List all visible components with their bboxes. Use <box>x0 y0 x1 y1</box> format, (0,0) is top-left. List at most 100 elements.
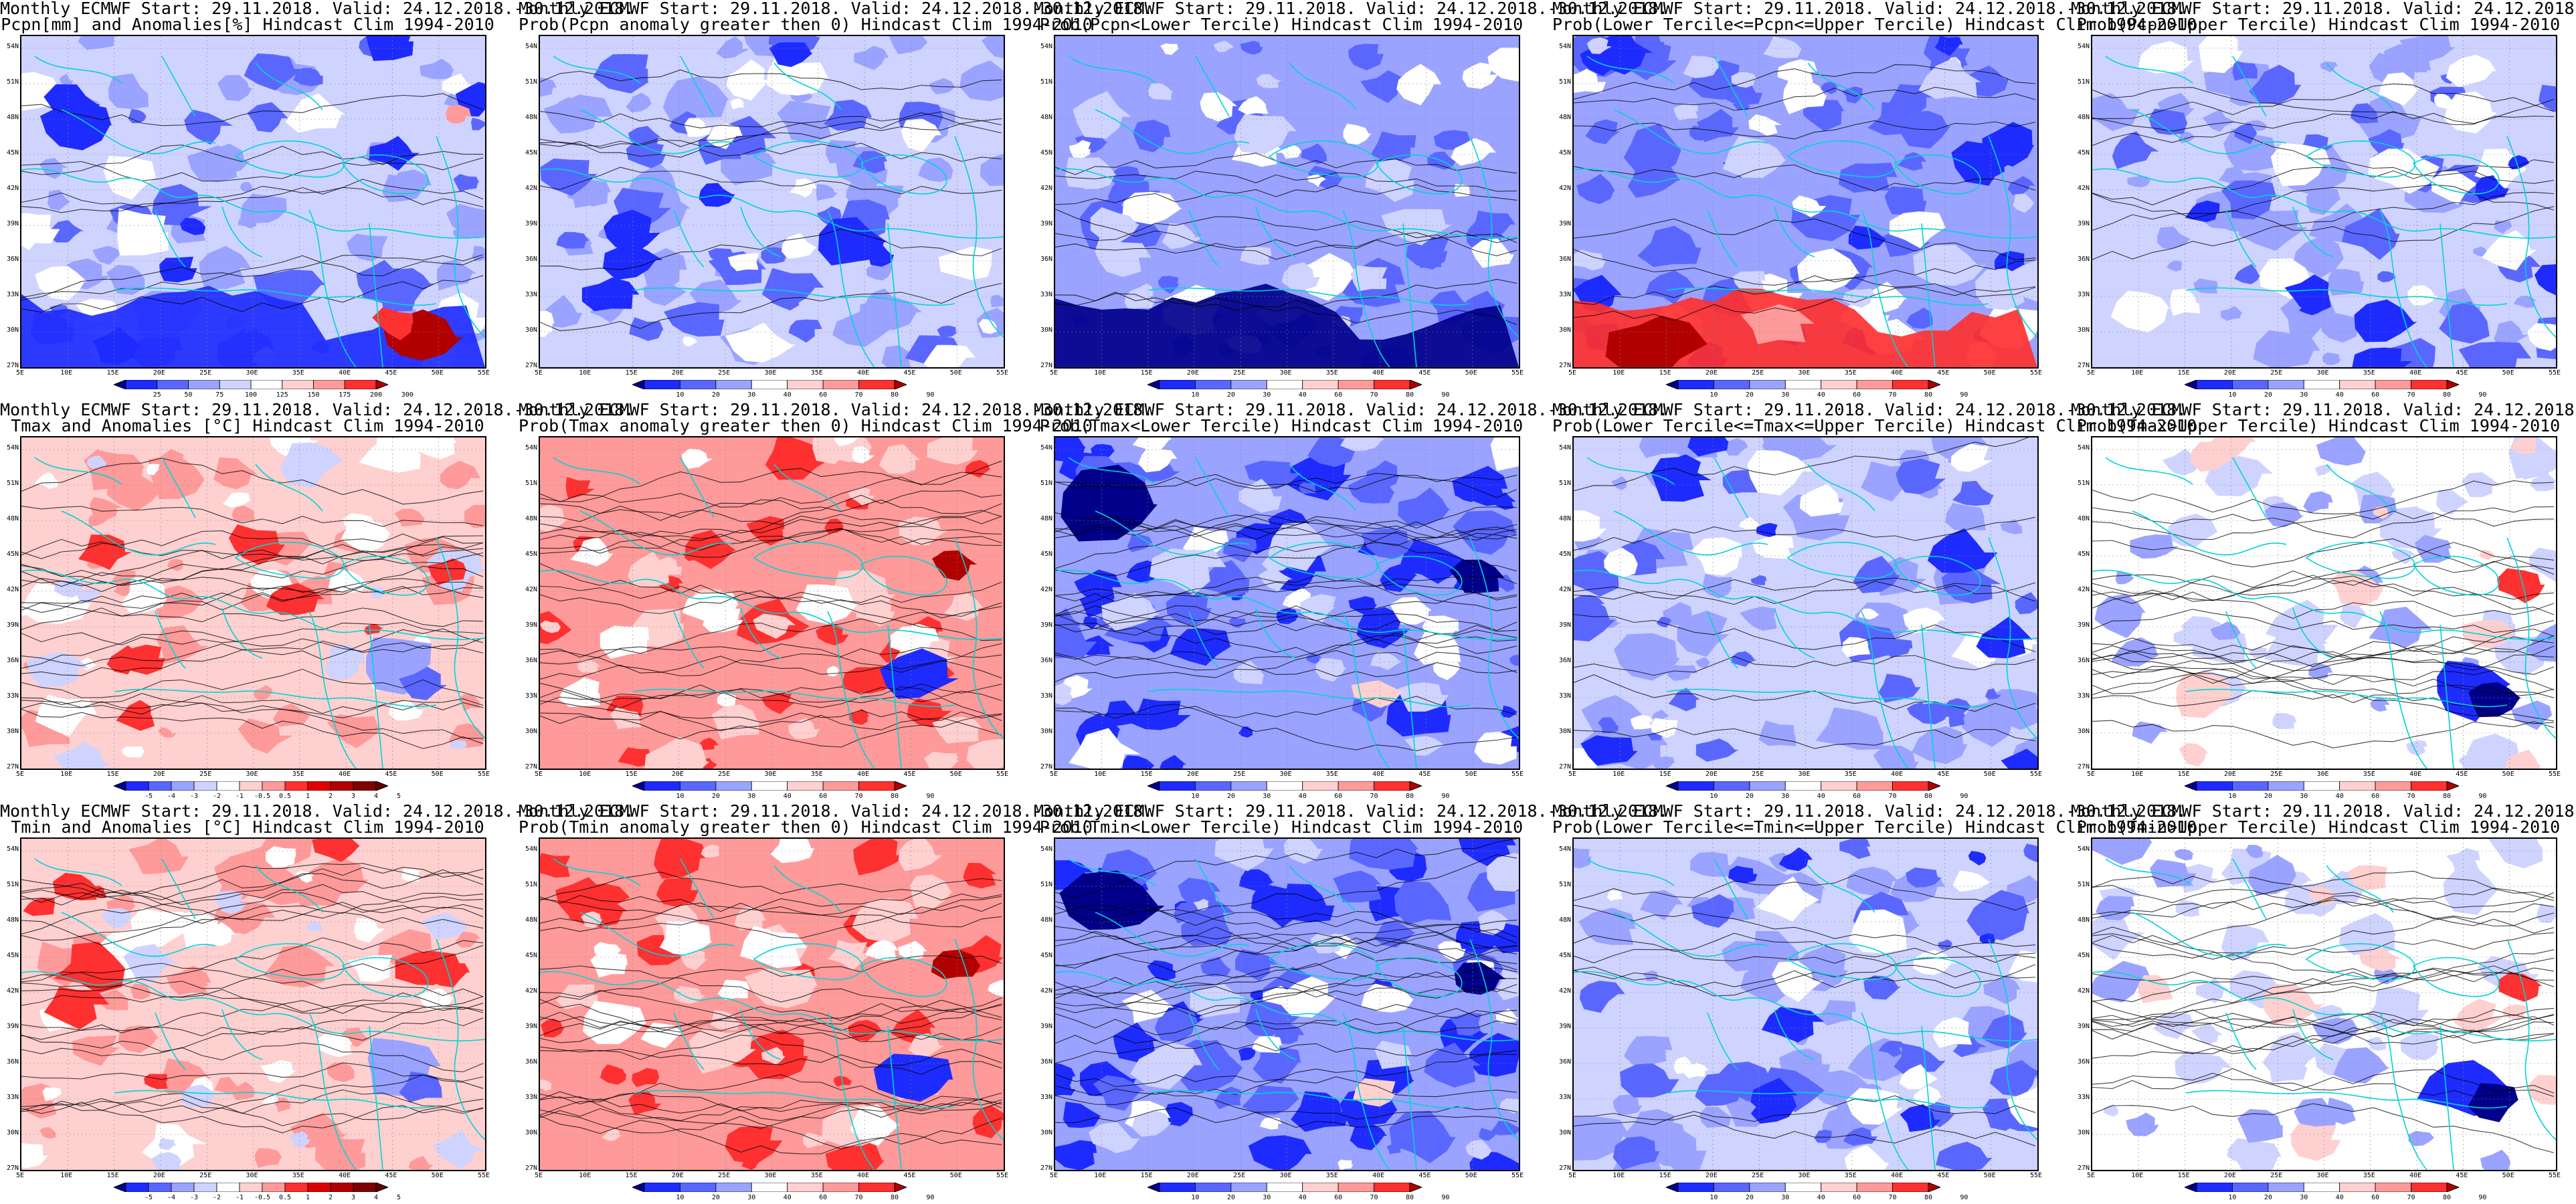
coastline <box>1921 624 1936 769</box>
contour-line <box>2092 184 2555 231</box>
latitude-label: 36N <box>6 256 19 263</box>
shaded-area <box>187 145 238 183</box>
shaded-area <box>825 1138 885 1170</box>
contour-line <box>1055 926 1517 965</box>
contour-line <box>1055 216 1517 256</box>
latitude-label: 42N <box>6 987 19 995</box>
coastline <box>540 168 1004 239</box>
longitude-label: 10E <box>579 369 591 377</box>
contour-line <box>21 1005 484 1040</box>
shaded-area <box>725 1126 783 1165</box>
coastline <box>753 542 863 579</box>
map-panel: Monthly ECMWF Start: 29.11.2018. Valid: … <box>2071 0 2576 401</box>
coastline <box>1774 1009 1815 1060</box>
colorbar-swatch <box>2232 1183 2269 1192</box>
contour-line <box>2092 949 2555 986</box>
coastline <box>2412 154 2500 195</box>
latitude-label: 36N <box>6 657 19 664</box>
shaded-area <box>1763 36 1802 59</box>
latitude-label: 54N <box>6 43 19 50</box>
contour-line <box>2092 967 2555 1021</box>
colorbar-swatch <box>1302 781 1339 791</box>
latitude-label: 39N <box>1040 1023 1052 1030</box>
latitude-label: 27N <box>1558 763 1571 771</box>
coastline <box>740 607 781 659</box>
map-panel: Monthly ECMWF Start: 29.11.2018. Valid: … <box>1034 401 1668 803</box>
colorbar-tick-label: 80 <box>1405 1194 1414 1201</box>
longitude-label: 30E <box>246 771 258 778</box>
shaded-area <box>1281 262 1320 290</box>
latitude-label: 45N <box>2077 149 2090 157</box>
shaded-area <box>734 908 766 931</box>
shaded-area <box>1772 961 1824 1003</box>
shaded-area <box>2196 977 2231 1003</box>
shaded-area <box>1586 37 1613 54</box>
coastline <box>553 858 641 886</box>
contour-line <box>21 869 484 906</box>
longitude-label: 50E <box>2502 771 2514 778</box>
shaded-area <box>1063 1101 1101 1128</box>
latitude-label: 30N <box>1558 728 1571 735</box>
shaded-area <box>2249 64 2302 104</box>
coastline <box>773 62 842 110</box>
shaded-area <box>1940 698 1972 718</box>
contour-line <box>21 607 484 630</box>
coastline <box>2105 56 2193 84</box>
contour-line <box>1574 164 2036 192</box>
shaded-area <box>356 260 406 298</box>
shaded-area <box>1130 1041 1203 1090</box>
contour-line <box>540 955 1002 1005</box>
colorbar-tick-label: 70 <box>854 793 863 800</box>
shaded-area <box>1703 573 1732 599</box>
colorbar-tick-label: 40 <box>1298 1194 1307 1201</box>
longitude-label: 35E <box>1325 369 1338 377</box>
shaded-area <box>978 318 998 334</box>
shaded-area <box>1976 80 1999 95</box>
colorbar-swatch <box>344 380 377 389</box>
latitude-label: 36N <box>525 256 537 263</box>
colorbar-swatch <box>1892 380 1929 389</box>
colorbar-tick-label: 10 <box>676 391 684 399</box>
coastline <box>21 569 485 640</box>
contour-line <box>2092 628 2555 672</box>
coastline <box>1714 457 1748 518</box>
contour-line <box>2092 1028 2555 1054</box>
shaded-area <box>1756 876 1820 922</box>
shaded-area <box>130 983 151 1000</box>
shaded-area <box>1844 1144 1890 1170</box>
colorbar-swatch <box>858 1183 895 1192</box>
shaded-area <box>1613 633 1681 681</box>
colorbar-low-arrow <box>2185 781 2197 791</box>
colorbar-swatch <box>1230 781 1267 791</box>
colorbar <box>1666 781 1940 791</box>
coastline <box>1586 858 1675 886</box>
contour-line <box>21 1000 484 1031</box>
contour-line <box>1055 704 1517 751</box>
colorbar-low-arrow <box>632 1183 645 1192</box>
shaded-area <box>717 979 750 1000</box>
coastline <box>341 555 429 596</box>
coastline <box>1786 140 1897 178</box>
colorbar-tick-label: 70 <box>1370 391 1378 399</box>
contour-line <box>2092 510 2555 540</box>
shaded-area <box>446 203 485 239</box>
colorbar-ticks: 10 20 30 40 60 70 80 90 <box>1666 1194 1968 1203</box>
shaded-area <box>2251 218 2274 241</box>
coastline <box>553 457 641 485</box>
shaded-area <box>89 496 123 520</box>
shaded-area <box>688 1027 757 1074</box>
longitude-label: 20E <box>153 1172 165 1179</box>
shaded-area <box>1394 880 1452 925</box>
coastline <box>1667 287 1989 306</box>
coastline <box>773 464 842 512</box>
panel-title-line2: Prob(Tmin<Lower Tercile) Hindcast Clim 1… <box>1039 817 1524 837</box>
contour-line <box>21 1062 484 1082</box>
latitude-label: 48N <box>1558 114 1571 121</box>
shaded-area <box>347 955 393 983</box>
coastline <box>255 464 323 512</box>
coastline <box>773 865 842 913</box>
shaded-area <box>2320 62 2338 73</box>
coastline <box>1095 510 1250 556</box>
shaded-area <box>2315 465 2332 476</box>
contour-line <box>540 643 1002 680</box>
